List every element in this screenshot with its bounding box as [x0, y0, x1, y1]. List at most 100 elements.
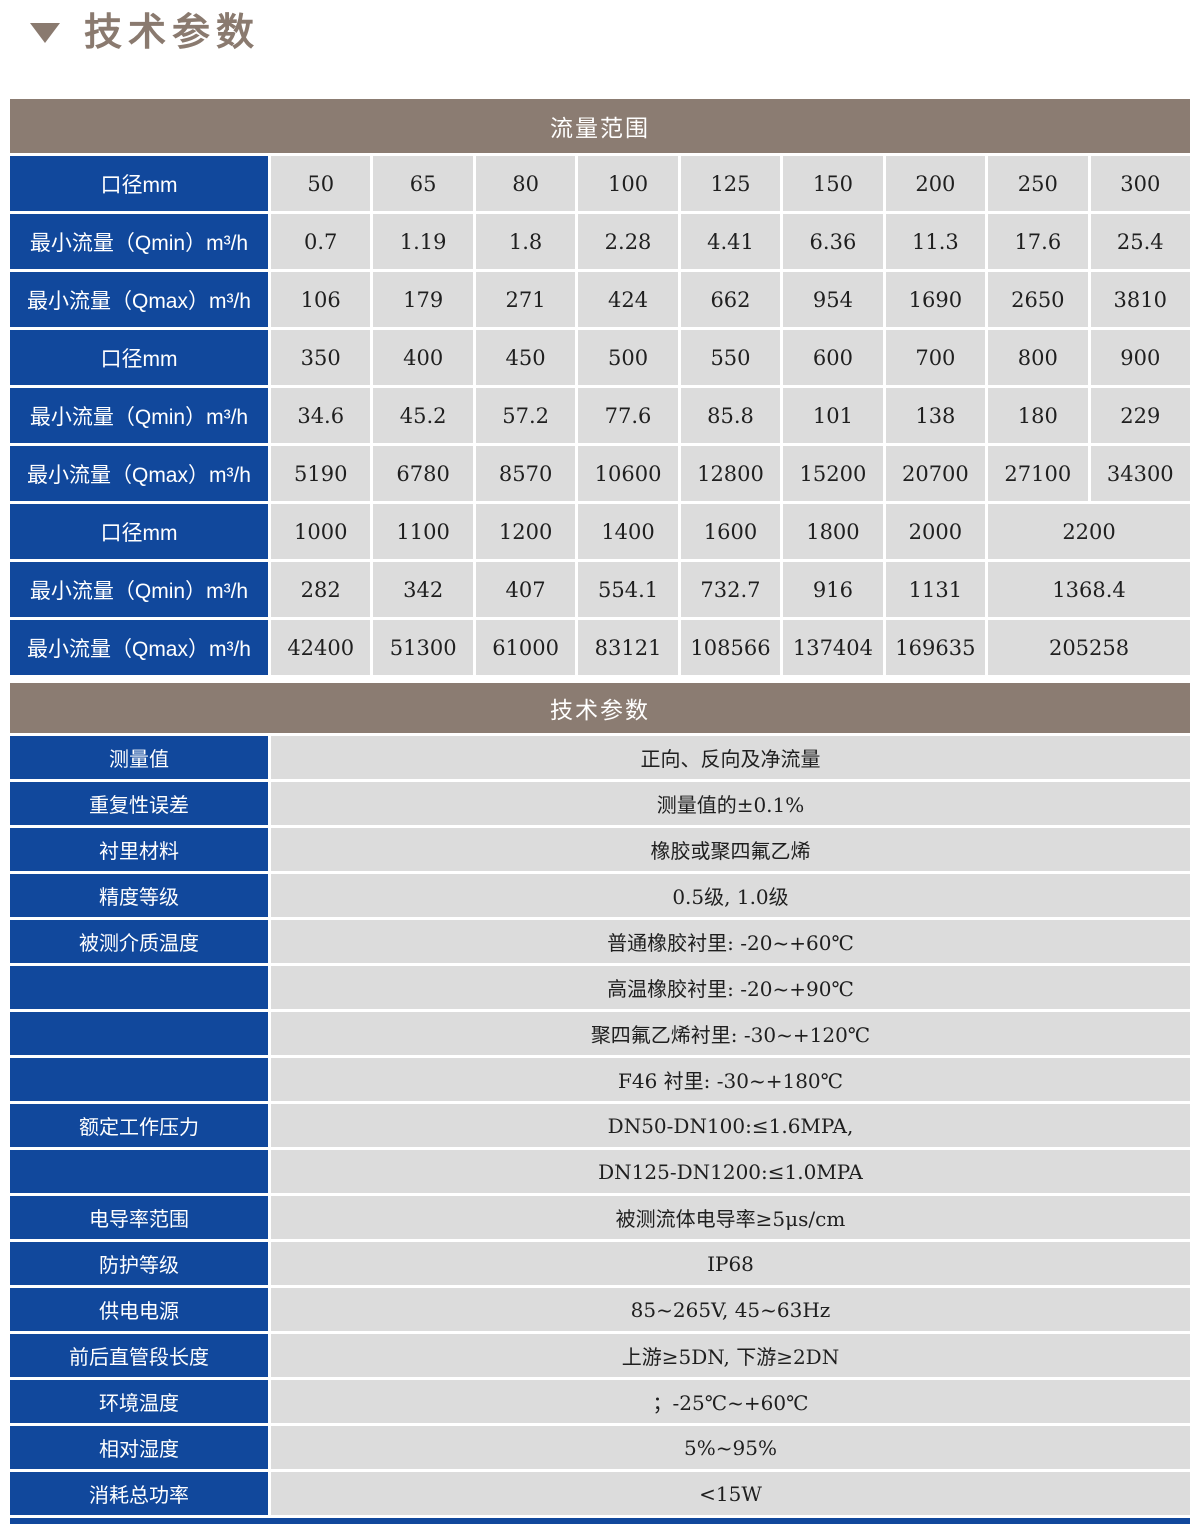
- table-cell: 1131: [885, 562, 986, 617]
- table-cell: 800: [988, 330, 1088, 385]
- table-cell: 342: [373, 562, 473, 617]
- table-cell: 407: [475, 562, 576, 617]
- row-label-cell: [10, 1150, 268, 1193]
- flow-table-header: 流量范围: [10, 99, 1190, 153]
- row-label-cell: 环境温度: [10, 1380, 268, 1423]
- table-cell: 500: [578, 330, 678, 385]
- row-label-cell: 最小流量（Qmax）m³/h: [10, 272, 268, 327]
- row-label-cell: 衬里材料: [10, 828, 268, 871]
- table-cell: 聚四氟乙烯衬里: -30~+120℃: [271, 1012, 1190, 1055]
- row-label-cell: 口径mm: [10, 504, 268, 559]
- table-cell: 3810: [1090, 272, 1190, 327]
- table-cell: 2650: [988, 272, 1088, 327]
- table-cell: 229: [1090, 388, 1190, 443]
- row-label-cell: [10, 1012, 268, 1055]
- table-cell: 4.41: [680, 214, 781, 269]
- table-cell: 45.2: [373, 388, 473, 443]
- table-cell: 1690: [885, 272, 986, 327]
- table-cell: 2000: [885, 504, 986, 559]
- table-cell: 11.3: [885, 214, 986, 269]
- table-cell: 179: [373, 272, 473, 327]
- table-cell: 0.7: [271, 214, 371, 269]
- row-label-cell: 被测介质温度: [10, 920, 268, 963]
- table-cell: 550: [680, 330, 781, 385]
- table-cell: ；-25℃~+60℃: [271, 1380, 1190, 1423]
- table-cell: 2.28: [578, 214, 678, 269]
- table-cell: 150: [783, 156, 883, 211]
- table-cell: 34300: [1090, 446, 1190, 501]
- table-cell: 测量值的±0.1%: [271, 782, 1190, 825]
- spec-tables: 流量范围 口径mm 50 65 80 100 125 150 200 250 3…: [10, 99, 1190, 1524]
- table-cell: 554.1: [578, 562, 678, 617]
- table-cell: 180: [988, 388, 1088, 443]
- table-cell: 8570: [475, 446, 576, 501]
- table-cell: 1400: [578, 504, 678, 559]
- table-cell: 138: [885, 388, 986, 443]
- table-cell: 169635: [885, 620, 986, 675]
- table-cell: 83121: [578, 620, 678, 675]
- table-cell: 1.8: [475, 214, 576, 269]
- row-label-cell: [10, 1058, 268, 1101]
- row-label-cell: [10, 966, 268, 1009]
- table-cell: 250: [988, 156, 1088, 211]
- row-label-cell: 最小流量（Qmin）m³/h: [10, 388, 268, 443]
- table-cell: 5190: [271, 446, 371, 501]
- table-cell: 61000: [475, 620, 576, 675]
- table-cell: 200: [885, 156, 986, 211]
- table-cell: 400: [373, 330, 473, 385]
- row-label-cell: 精度等级: [10, 874, 268, 917]
- table-cell: 1800: [783, 504, 883, 559]
- row-label-cell: 最小流量（Qmax）m³/h: [10, 620, 268, 675]
- table-cell: 51300: [373, 620, 473, 675]
- table-cell: 600: [783, 330, 883, 385]
- table-cell: 6780: [373, 446, 473, 501]
- table-cell: 271: [475, 272, 576, 327]
- table-cell: 12800: [680, 446, 781, 501]
- table-cell: 282: [271, 562, 371, 617]
- table-cell: 20700: [885, 446, 986, 501]
- table-cell: 27100: [988, 446, 1088, 501]
- bottom-divider: [10, 1518, 1190, 1524]
- table-cell: 57.2: [475, 388, 576, 443]
- table-cell: 101: [783, 388, 883, 443]
- row-label-cell: 相对湿度: [10, 1426, 268, 1469]
- row-label-cell: 防护等级: [10, 1242, 268, 1285]
- row-label-cell: 电导率范围: [10, 1196, 268, 1239]
- row-label-cell: 消耗总功率: [10, 1472, 268, 1515]
- table-cell: F46 衬里: -30~+180℃: [271, 1058, 1190, 1101]
- table-cell: 300: [1090, 156, 1190, 211]
- table-cell: 25.4: [1090, 214, 1190, 269]
- table-cell: 732.7: [680, 562, 781, 617]
- table-cell: 1.19: [373, 214, 473, 269]
- table-cell: 42400: [271, 620, 371, 675]
- table-cell: 橡胶或聚四氟乙烯: [271, 828, 1190, 871]
- table-cell: 6.36: [783, 214, 883, 269]
- table-cell: 954: [783, 272, 883, 327]
- table-cell: 10600: [578, 446, 678, 501]
- table-cell: 1200: [475, 504, 576, 559]
- row-label-cell: 最小流量（Qmax）m³/h: [10, 446, 268, 501]
- tech-table-header: 技术参数: [10, 683, 1190, 733]
- table-cell: 100: [578, 156, 678, 211]
- table-cell: 65: [373, 156, 473, 211]
- table-cell: 50: [271, 156, 371, 211]
- table-cell: 205258: [988, 620, 1190, 675]
- table-cell: DN125-DN1200:≤1.0MPA: [271, 1150, 1190, 1193]
- table-cell: 108566: [680, 620, 781, 675]
- table-cell: 662: [680, 272, 781, 327]
- table-cell: 85.8: [680, 388, 781, 443]
- table-cell: IP68: [271, 1242, 1190, 1285]
- row-label-cell: 测量值: [10, 736, 268, 779]
- table-cell: 700: [885, 330, 986, 385]
- table-cell: 77.6: [578, 388, 678, 443]
- table-cell: 2200: [988, 504, 1190, 559]
- table-cell: 85~265V, 45~63Hz: [271, 1288, 1190, 1331]
- table-cell: 15200: [783, 446, 883, 501]
- table-cell: 普通橡胶衬里: -20~+60℃: [271, 920, 1190, 963]
- row-label-cell: 口径mm: [10, 330, 268, 385]
- table-cell: 5%~95%: [271, 1426, 1190, 1469]
- table-cell: DN50-DN100:≤1.6MPA,: [271, 1104, 1190, 1147]
- table-cell: 900: [1090, 330, 1190, 385]
- table-cell: 450: [475, 330, 576, 385]
- row-label-cell: 最小流量（Qmin）m³/h: [10, 562, 268, 617]
